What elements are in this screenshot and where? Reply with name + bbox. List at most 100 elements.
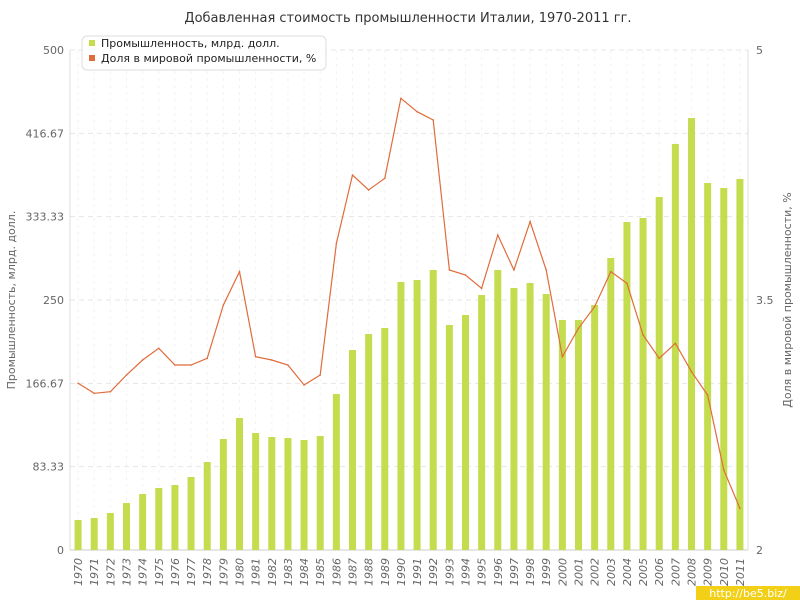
line-point <box>722 469 725 471</box>
line-point <box>739 507 741 510</box>
y-tick-label-right: 3.5 <box>756 294 774 307</box>
line-path <box>77 97 741 509</box>
bar <box>236 418 243 550</box>
x-tick-label: 1976 <box>169 558 182 586</box>
y-tick-label-right: 2 <box>756 544 763 557</box>
x-tick-label: 1984 <box>298 558 311 586</box>
line-point <box>577 327 580 330</box>
legend-swatch-line <box>89 55 95 61</box>
bar <box>123 503 130 550</box>
x-tick-label: 1999 <box>540 558 553 586</box>
x-tick-label: 1989 <box>379 558 392 586</box>
x-tick-label: 2007 <box>669 558 682 586</box>
line-point <box>319 374 322 376</box>
bar <box>171 485 179 550</box>
line-point <box>190 364 192 366</box>
line-point <box>287 364 289 366</box>
bar <box>736 179 744 550</box>
bar <box>526 283 534 550</box>
line-point <box>141 359 144 361</box>
line-point <box>593 305 596 308</box>
bar <box>591 305 599 550</box>
bar <box>284 438 292 550</box>
bar <box>187 477 195 550</box>
bar <box>300 440 308 550</box>
line-point <box>642 334 644 336</box>
line-point <box>706 394 709 396</box>
x-tick-label: 1991 <box>411 558 424 586</box>
bar <box>203 462 211 550</box>
bar <box>655 197 663 550</box>
bar <box>219 439 227 550</box>
line-point <box>529 220 531 223</box>
y-tick-label-right: 5 <box>756 44 763 57</box>
bar <box>139 494 147 550</box>
bar <box>252 433 260 550</box>
bar-series <box>74 118 744 550</box>
legend-label-line[interactable]: Доля в мировой промышленности, % <box>101 52 316 65</box>
bar <box>607 258 615 550</box>
x-tick-label: 1986 <box>330 558 343 586</box>
x-tick-label: 1995 <box>476 558 489 586</box>
y-tick-label-left: 416.67 <box>26 127 65 140</box>
line-point <box>109 390 112 393</box>
line-point <box>464 274 467 276</box>
bar <box>349 350 356 550</box>
bar <box>542 294 550 550</box>
bar <box>413 280 421 550</box>
bar <box>397 282 405 550</box>
x-tick-label: 1993 <box>443 558 456 586</box>
bar <box>575 320 582 550</box>
line-point <box>513 269 515 271</box>
line-point <box>400 97 402 100</box>
bar <box>429 270 437 550</box>
x-tick-label: 1982 <box>266 558 279 586</box>
x-tick-label: 1981 <box>250 558 263 586</box>
line-point <box>335 242 338 245</box>
bar <box>90 518 98 550</box>
line-point <box>222 304 225 306</box>
bar <box>623 222 631 550</box>
line-point <box>658 357 661 360</box>
legend: Промышленность, млрд. долл. Доля в миров… <box>81 35 327 71</box>
x-tick-label: 2009 <box>702 558 715 586</box>
x-axis-ticks: 1970 1971 1972 1973 1974 1975 1976 1977 1978 1979… <box>72 558 747 586</box>
legend-label-bars[interactable]: Промышленность, млрд. долл. <box>101 37 280 50</box>
bar <box>478 295 486 550</box>
line-point <box>545 269 548 271</box>
bar <box>155 488 163 550</box>
x-tick-label: 1977 <box>185 558 198 586</box>
line-point <box>157 347 160 350</box>
bar <box>268 437 276 550</box>
bar <box>688 118 695 550</box>
bar <box>558 320 566 550</box>
line-point <box>496 234 499 236</box>
line-point <box>77 382 79 385</box>
x-tick-label: 2005 <box>637 558 650 586</box>
x-tick-label: 2003 <box>605 558 618 586</box>
line-point <box>432 119 435 121</box>
y-tick-label-left: 250 <box>43 294 64 307</box>
line-point <box>206 357 209 360</box>
x-tick-label: 1998 <box>524 558 537 586</box>
y-tick-label-left: 500 <box>43 44 64 57</box>
x-tick-label: 2010 <box>718 558 731 586</box>
y-axis-right-ticks: 23.55 <box>756 44 774 557</box>
line-point <box>351 174 354 176</box>
x-tick-label: 2001 <box>573 558 586 586</box>
watermark-text[interactable]: http://be5.biz/ <box>709 587 787 600</box>
bar <box>462 315 469 550</box>
bar <box>445 325 453 550</box>
bar <box>365 334 373 550</box>
x-tick-label: 1974 <box>137 558 150 586</box>
x-tick-label: 1994 <box>460 558 473 586</box>
bar <box>510 288 518 550</box>
x-tick-label: 1972 <box>104 558 117 586</box>
line-point <box>448 269 451 271</box>
x-tick-label: 2006 <box>653 558 666 586</box>
line-point <box>674 342 677 345</box>
line-point <box>303 384 305 386</box>
bar <box>316 436 324 550</box>
line-point <box>561 355 564 358</box>
